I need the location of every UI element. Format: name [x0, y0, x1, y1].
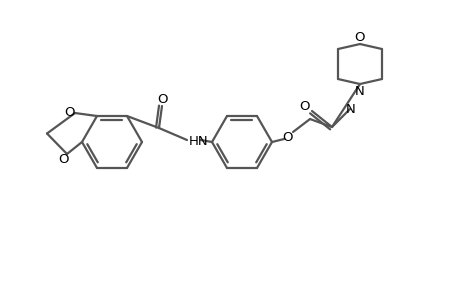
Text: N: N [354, 85, 364, 98]
Text: N: N [345, 103, 355, 116]
Text: O: O [59, 152, 69, 166]
Text: HN: HN [189, 134, 208, 148]
Text: O: O [65, 106, 75, 118]
Text: O: O [157, 92, 168, 106]
Text: O: O [299, 100, 309, 112]
Text: O: O [354, 31, 364, 44]
Text: O: O [282, 130, 293, 143]
